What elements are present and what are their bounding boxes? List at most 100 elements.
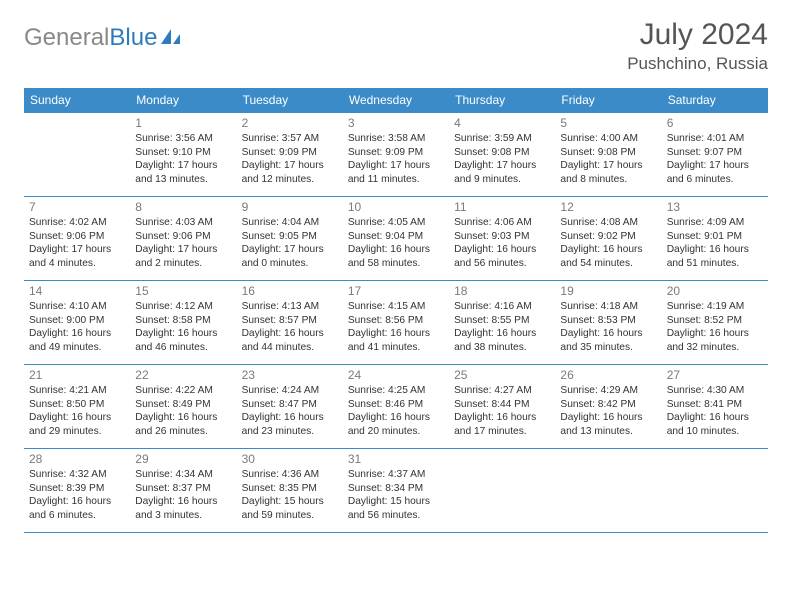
logo-text-blue: Blue <box>109 24 157 52</box>
day-number: 29 <box>135 452 231 466</box>
day-number: 25 <box>454 368 550 382</box>
calendar-body: 1Sunrise: 3:56 AMSunset: 9:10 PMDaylight… <box>24 113 768 533</box>
day-info: Sunrise: 4:25 AMSunset: 8:46 PMDaylight:… <box>348 384 444 439</box>
calendar-day-cell <box>662 449 768 533</box>
calendar-day-cell: 19 Sunrise: 4:18 AMSunset: 8:53 PMDayligh… <box>555 281 661 365</box>
day-number: 24 <box>348 368 444 382</box>
calendar-day-cell: 4 Sunrise: 3:59 AMSunset: 9:08 PMDaylight… <box>449 113 555 197</box>
calendar-day-cell: 2 Sunrise: 3:57 AMSunset: 9:09 PMDaylight… <box>237 113 343 197</box>
calendar-day-cell: 6 Sunrise: 4:01 AMSunset: 9:07 PMDaylight… <box>662 113 768 197</box>
day-number: 30 <box>242 452 338 466</box>
calendar-day-cell: 9Sunrise: 4:04 AMSunset: 9:05 PMDaylight… <box>237 197 343 281</box>
logo-sail-icon <box>160 27 182 45</box>
weekday-header: Friday <box>555 88 661 113</box>
day-info: Sunrise: 4:15 AMSunset: 8:56 PMDaylight:… <box>348 300 444 355</box>
day-info: Sunrise: 4:10 AMSunset: 9:00 PMDaylight:… <box>29 300 125 355</box>
calendar-day-cell: 16Sunrise: 4:13 AMSunset: 8:57 PMDayligh… <box>237 281 343 365</box>
calendar-day-cell: 5 Sunrise: 4:00 AMSunset: 9:08 PMDaylight… <box>555 113 661 197</box>
weekday-header: Thursday <box>449 88 555 113</box>
calendar-day-cell: 14 Sunrise: 4:10 AMSunset: 9:00 PMDayligh… <box>24 281 130 365</box>
calendar-day-cell: 8Sunrise: 4:03 AMSunset: 9:06 PMDaylight… <box>130 197 236 281</box>
day-info: Sunrise: 3:59 AMSunset: 9:08 PMDaylight:… <box>454 132 550 187</box>
calendar-day-cell: 24 Sunrise: 4:25 AMSunset: 8:46 PMDayligh… <box>343 365 449 449</box>
day-info: Sunrise: 4:22 AMSunset: 8:49 PMDaylight:… <box>135 384 231 439</box>
day-number: 15 <box>135 284 231 298</box>
day-info: Sunrise: 4:00 AMSunset: 9:08 PMDaylight:… <box>560 132 656 187</box>
calendar-day-cell: 15Sunrise: 4:12 AMSunset: 8:58 PMDayligh… <box>130 281 236 365</box>
logo: GeneralBlue <box>24 18 182 52</box>
weekday-header: Saturday <box>662 88 768 113</box>
calendar-day-cell: 18 Sunrise: 4:16 AMSunset: 8:55 PMDayligh… <box>449 281 555 365</box>
day-info: Sunrise: 4:05 AMSunset: 9:04 PMDaylight:… <box>348 216 444 271</box>
day-info: Sunrise: 4:06 AMSunset: 9:03 PMDaylight:… <box>454 216 550 271</box>
day-number: 22 <box>135 368 231 382</box>
calendar-day-cell: 11 Sunrise: 4:06 AMSunset: 9:03 PMDayligh… <box>449 197 555 281</box>
day-info: Sunrise: 4:24 AMSunset: 8:47 PMDaylight:… <box>242 384 338 439</box>
weekday-header: Monday <box>130 88 236 113</box>
calendar-day-cell: 13 Sunrise: 4:09 AMSunset: 9:01 PMDayligh… <box>662 197 768 281</box>
day-number: 26 <box>560 368 656 382</box>
day-number: 13 <box>667 200 763 214</box>
day-info: Sunrise: 4:34 AMSunset: 8:37 PMDaylight:… <box>135 468 231 523</box>
calendar-day-cell: 30 Sunrise: 4:36 AMSunset: 8:35 PMDayligh… <box>237 449 343 533</box>
day-info: Sunrise: 4:27 AMSunset: 8:44 PMDaylight:… <box>454 384 550 439</box>
day-info: Sunrise: 3:56 AMSunset: 9:10 PMDaylight:… <box>135 132 231 187</box>
day-info: Sunrise: 3:57 AMSunset: 9:09 PMDaylight:… <box>242 132 338 187</box>
calendar-day-cell: 10 Sunrise: 4:05 AMSunset: 9:04 PMDayligh… <box>343 197 449 281</box>
title-block: July 2024 Pushchino, Russia <box>627 18 768 74</box>
day-number: 11 <box>454 200 550 214</box>
day-info: Sunrise: 4:30 AMSunset: 8:41 PMDaylight:… <box>667 384 763 439</box>
calendar-day-cell: 27 Sunrise: 4:30 AMSunset: 8:41 PMDayligh… <box>662 365 768 449</box>
calendar-day-cell: 28 Sunrise: 4:32 AMSunset: 8:39 PMDayligh… <box>24 449 130 533</box>
day-number: 19 <box>560 284 656 298</box>
day-number: 12 <box>560 200 656 214</box>
calendar-table: SundayMondayTuesdayWednesdayThursdayFrid… <box>24 88 768 533</box>
day-number: 2 <box>242 116 338 130</box>
day-number: 6 <box>667 116 763 130</box>
day-number: 27 <box>667 368 763 382</box>
calendar-day-cell: 23 Sunrise: 4:24 AMSunset: 8:47 PMDayligh… <box>237 365 343 449</box>
day-number: 31 <box>348 452 444 466</box>
day-info: Sunrise: 4:01 AMSunset: 9:07 PMDaylight:… <box>667 132 763 187</box>
day-info: Sunrise: 4:16 AMSunset: 8:55 PMDaylight:… <box>454 300 550 355</box>
calendar-day-cell <box>24 113 130 197</box>
day-info: Sunrise: 4:18 AMSunset: 8:53 PMDaylight:… <box>560 300 656 355</box>
calendar-week-row: 7Sunrise: 4:02 AMSunset: 9:06 PMDaylight… <box>24 197 768 281</box>
day-number: 4 <box>454 116 550 130</box>
calendar-day-cell: 29 Sunrise: 4:34 AMSunset: 8:37 PMDayligh… <box>130 449 236 533</box>
day-info: Sunrise: 4:36 AMSunset: 8:35 PMDaylight:… <box>242 468 338 523</box>
weekday-header-row: SundayMondayTuesdayWednesdayThursdayFrid… <box>24 88 768 113</box>
day-number: 10 <box>348 200 444 214</box>
day-number: 18 <box>454 284 550 298</box>
weekday-header: Wednesday <box>343 88 449 113</box>
day-number: 14 <box>29 284 125 298</box>
calendar-day-cell: 20 Sunrise: 4:19 AMSunset: 8:52 PMDayligh… <box>662 281 768 365</box>
calendar-week-row: 28 Sunrise: 4:32 AMSunset: 8:39 PMDayligh… <box>24 449 768 533</box>
calendar-week-row: 21Sunrise: 4:21 AMSunset: 8:50 PMDayligh… <box>24 365 768 449</box>
day-info: Sunrise: 4:32 AMSunset: 8:39 PMDaylight:… <box>29 468 125 523</box>
calendar-day-cell: 25 Sunrise: 4:27 AMSunset: 8:44 PMDayligh… <box>449 365 555 449</box>
header-bar: GeneralBlue July 2024 Pushchino, Russia <box>24 18 768 74</box>
day-info: Sunrise: 4:19 AMSunset: 8:52 PMDaylight:… <box>667 300 763 355</box>
weekday-header: Sunday <box>24 88 130 113</box>
day-number: 28 <box>29 452 125 466</box>
location-title: Pushchino, Russia <box>627 54 768 74</box>
calendar-day-cell: 7Sunrise: 4:02 AMSunset: 9:06 PMDaylight… <box>24 197 130 281</box>
calendar-day-cell: 21Sunrise: 4:21 AMSunset: 8:50 PMDayligh… <box>24 365 130 449</box>
calendar-week-row: 14 Sunrise: 4:10 AMSunset: 9:00 PMDayligh… <box>24 281 768 365</box>
calendar-day-cell: 31 Sunrise: 4:37 AMSunset: 8:34 PMDayligh… <box>343 449 449 533</box>
day-number: 17 <box>348 284 444 298</box>
day-info: Sunrise: 4:37 AMSunset: 8:34 PMDaylight:… <box>348 468 444 523</box>
day-number: 5 <box>560 116 656 130</box>
day-number: 16 <box>242 284 338 298</box>
day-info: Sunrise: 4:04 AMSunset: 9:05 PMDaylight:… <box>242 216 338 271</box>
day-number: 23 <box>242 368 338 382</box>
day-info: Sunrise: 4:08 AMSunset: 9:02 PMDaylight:… <box>560 216 656 271</box>
calendar-day-cell <box>555 449 661 533</box>
day-number: 21 <box>29 368 125 382</box>
day-number: 20 <box>667 284 763 298</box>
day-info: Sunrise: 4:09 AMSunset: 9:01 PMDaylight:… <box>667 216 763 271</box>
day-number: 3 <box>348 116 444 130</box>
calendar-day-cell: 26Sunrise: 4:29 AMSunset: 8:42 PMDayligh… <box>555 365 661 449</box>
calendar-day-cell: 3Sunrise: 3:58 AMSunset: 9:09 PMDaylight… <box>343 113 449 197</box>
